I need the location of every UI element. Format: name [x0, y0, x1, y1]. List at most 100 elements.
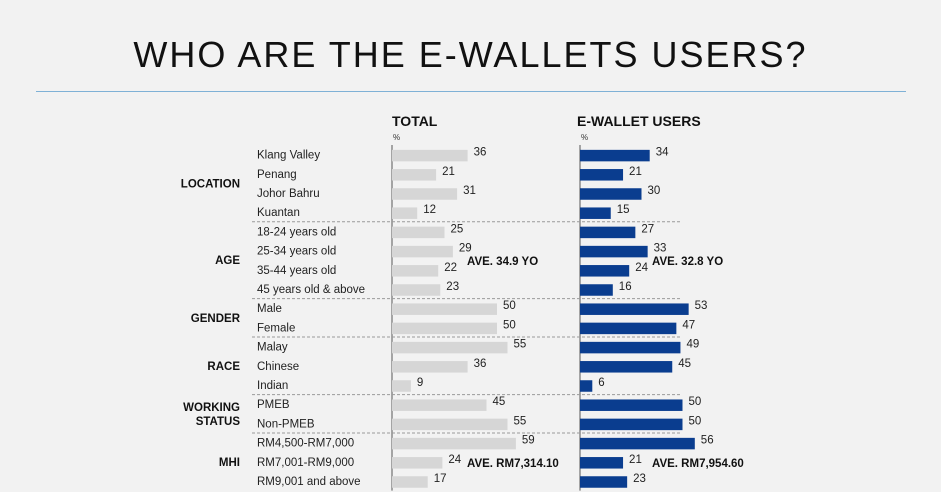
category-label: Malay	[257, 342, 288, 354]
group-label: LOCATION	[181, 178, 240, 190]
average-annotation-total: AVE. 34.9 YO	[467, 256, 538, 268]
bar-total	[392, 418, 508, 431]
category-label: 25-34 years old	[257, 246, 336, 258]
value-label-total: 21	[442, 166, 455, 178]
category-label: Chinese	[257, 361, 299, 373]
value-label-total: 29	[459, 243, 472, 255]
bar-users	[580, 265, 630, 277]
category-label: 35-44 years old	[257, 265, 336, 277]
bar-users	[580, 399, 683, 411]
value-label-users: 23	[633, 473, 646, 485]
average-annotation-users: AVE. RM7,954.60	[652, 458, 744, 470]
value-label-total: 25	[451, 223, 464, 235]
value-label-total: 45	[493, 396, 506, 408]
value-label-total: 24	[448, 454, 461, 466]
category-label: Klang Valley	[257, 150, 320, 162]
bar-total	[392, 457, 443, 469]
bar-users	[580, 457, 624, 469]
value-label-total: 22	[444, 262, 457, 274]
bar-total	[392, 380, 411, 392]
bar-total	[392, 341, 508, 354]
value-label-total: 36	[474, 358, 487, 370]
category-label: PMEB	[257, 399, 290, 411]
category-label: 18-24 years old	[257, 226, 336, 238]
bar-total	[392, 361, 468, 373]
value-label-users: 21	[629, 166, 642, 178]
average-annotation-users: AVE. 32.8 YO	[652, 256, 723, 268]
bar-total	[392, 476, 428, 488]
group-label: MHI	[219, 457, 240, 469]
bar-total	[392, 188, 458, 200]
title-divider	[36, 91, 906, 92]
category-label: Non-PMEB	[257, 418, 315, 430]
bar-total	[392, 322, 497, 335]
value-label-total: 55	[514, 415, 527, 427]
bar-total	[392, 149, 468, 162]
value-label-users: 15	[617, 204, 630, 216]
bar-total	[392, 437, 516, 450]
bar-total	[392, 245, 453, 258]
value-label-total: 12	[423, 204, 436, 216]
bar-users	[580, 245, 648, 258]
value-label-total: 31	[463, 185, 476, 197]
category-label: 45 years old & above	[257, 284, 365, 296]
value-label-users: 6	[598, 377, 604, 389]
value-label-total: 17	[434, 473, 447, 485]
value-label-users: 27	[641, 223, 654, 235]
bar-total	[392, 284, 441, 296]
group-label: GENDER	[191, 313, 241, 325]
value-label-total: 36	[474, 147, 487, 159]
value-label-users: 50	[689, 396, 702, 408]
category-label: RM7,001-RM9,000	[257, 457, 354, 469]
unit-label-users: %	[581, 133, 588, 142]
bar-total	[392, 207, 418, 219]
value-label-users: 34	[656, 147, 669, 159]
bar-users	[580, 149, 650, 162]
bar-users	[580, 380, 593, 392]
value-label-users: 24	[635, 262, 648, 274]
value-label-total: 59	[522, 435, 535, 447]
group-label: STATUS	[196, 416, 241, 428]
value-label-users: 21	[629, 454, 642, 466]
value-label-users: 50	[689, 415, 702, 427]
category-label: Male	[257, 303, 282, 315]
category-label: Female	[257, 322, 295, 334]
value-label-users: 45	[678, 358, 691, 370]
category-label: RM9,001 and above	[257, 476, 361, 488]
value-label-users: 53	[695, 300, 708, 312]
bar-users	[580, 226, 636, 239]
page-title: WHO ARE THE E-WALLETS USERS?	[133, 34, 808, 75]
bar-total	[392, 399, 487, 411]
value-label-total: 50	[503, 319, 516, 331]
bar-total	[392, 226, 445, 239]
value-label-users: 56	[701, 435, 714, 447]
bar-users	[580, 207, 611, 219]
bar-users	[580, 169, 624, 181]
value-label-users: 49	[686, 339, 699, 351]
value-label-users: 30	[648, 185, 661, 197]
bar-total	[392, 265, 439, 277]
category-label: Penang	[257, 169, 297, 181]
value-label-total: 50	[503, 300, 516, 312]
category-label: Indian	[257, 380, 288, 392]
group-label: RACE	[207, 361, 240, 373]
group-label: AGE	[215, 255, 240, 267]
bar-total	[392, 169, 437, 181]
category-label: Kuantan	[257, 207, 300, 219]
bar-users	[580, 361, 673, 373]
bar-users	[580, 418, 683, 431]
bar-users	[580, 437, 695, 450]
series-header-users: E-WALLET USERS	[577, 113, 701, 129]
value-label-total: 23	[446, 281, 459, 293]
bar-users	[580, 341, 681, 354]
bar-users	[580, 476, 628, 488]
bar-users	[580, 188, 642, 200]
group-label: WORKING	[183, 402, 240, 414]
category-label: Johor Bahru	[257, 188, 320, 200]
value-label-users: 33	[654, 243, 667, 255]
average-annotation-total: AVE. RM7,314.10	[467, 458, 559, 470]
series-header-total: TOTAL	[392, 113, 438, 129]
value-label-users: 47	[682, 319, 695, 331]
category-label: RM4,500-RM7,000	[257, 438, 354, 450]
bar-total	[392, 303, 497, 315]
